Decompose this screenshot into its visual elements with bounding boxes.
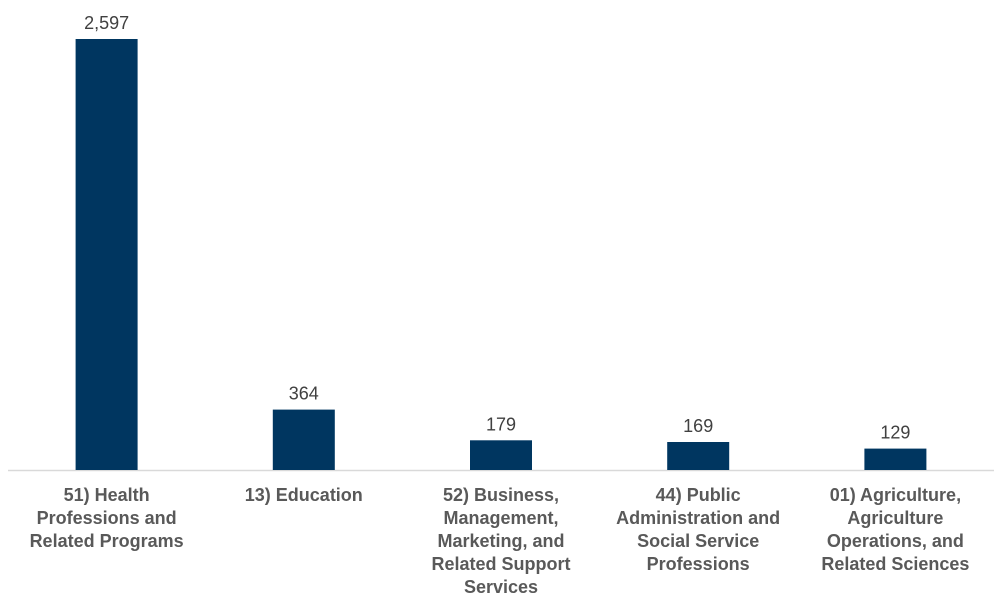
data-label-2: 364 [289, 384, 319, 404]
category-label-4: 44) Public Administration and Social Ser… [616, 485, 781, 574]
category-label-2: 13) Education [244, 485, 363, 505]
category-label-1: 51) Health Professions and Related Progr… [29, 485, 184, 551]
data-label-1: 2,597 [84, 13, 129, 33]
bar-2 [272, 409, 335, 470]
bar-4 [667, 442, 730, 470]
category-label-5: 01) Agriculture, Agriculture Operations,… [821, 485, 970, 574]
data-label-3: 179 [486, 414, 516, 434]
category-label-3: 52) Business, Management, Marketing, and… [431, 485, 571, 597]
bar-5 [864, 448, 927, 470]
data-label-5: 129 [880, 423, 910, 443]
bar-1 [75, 39, 138, 470]
data-label-4: 169 [683, 416, 713, 436]
bar-3 [470, 440, 532, 470]
